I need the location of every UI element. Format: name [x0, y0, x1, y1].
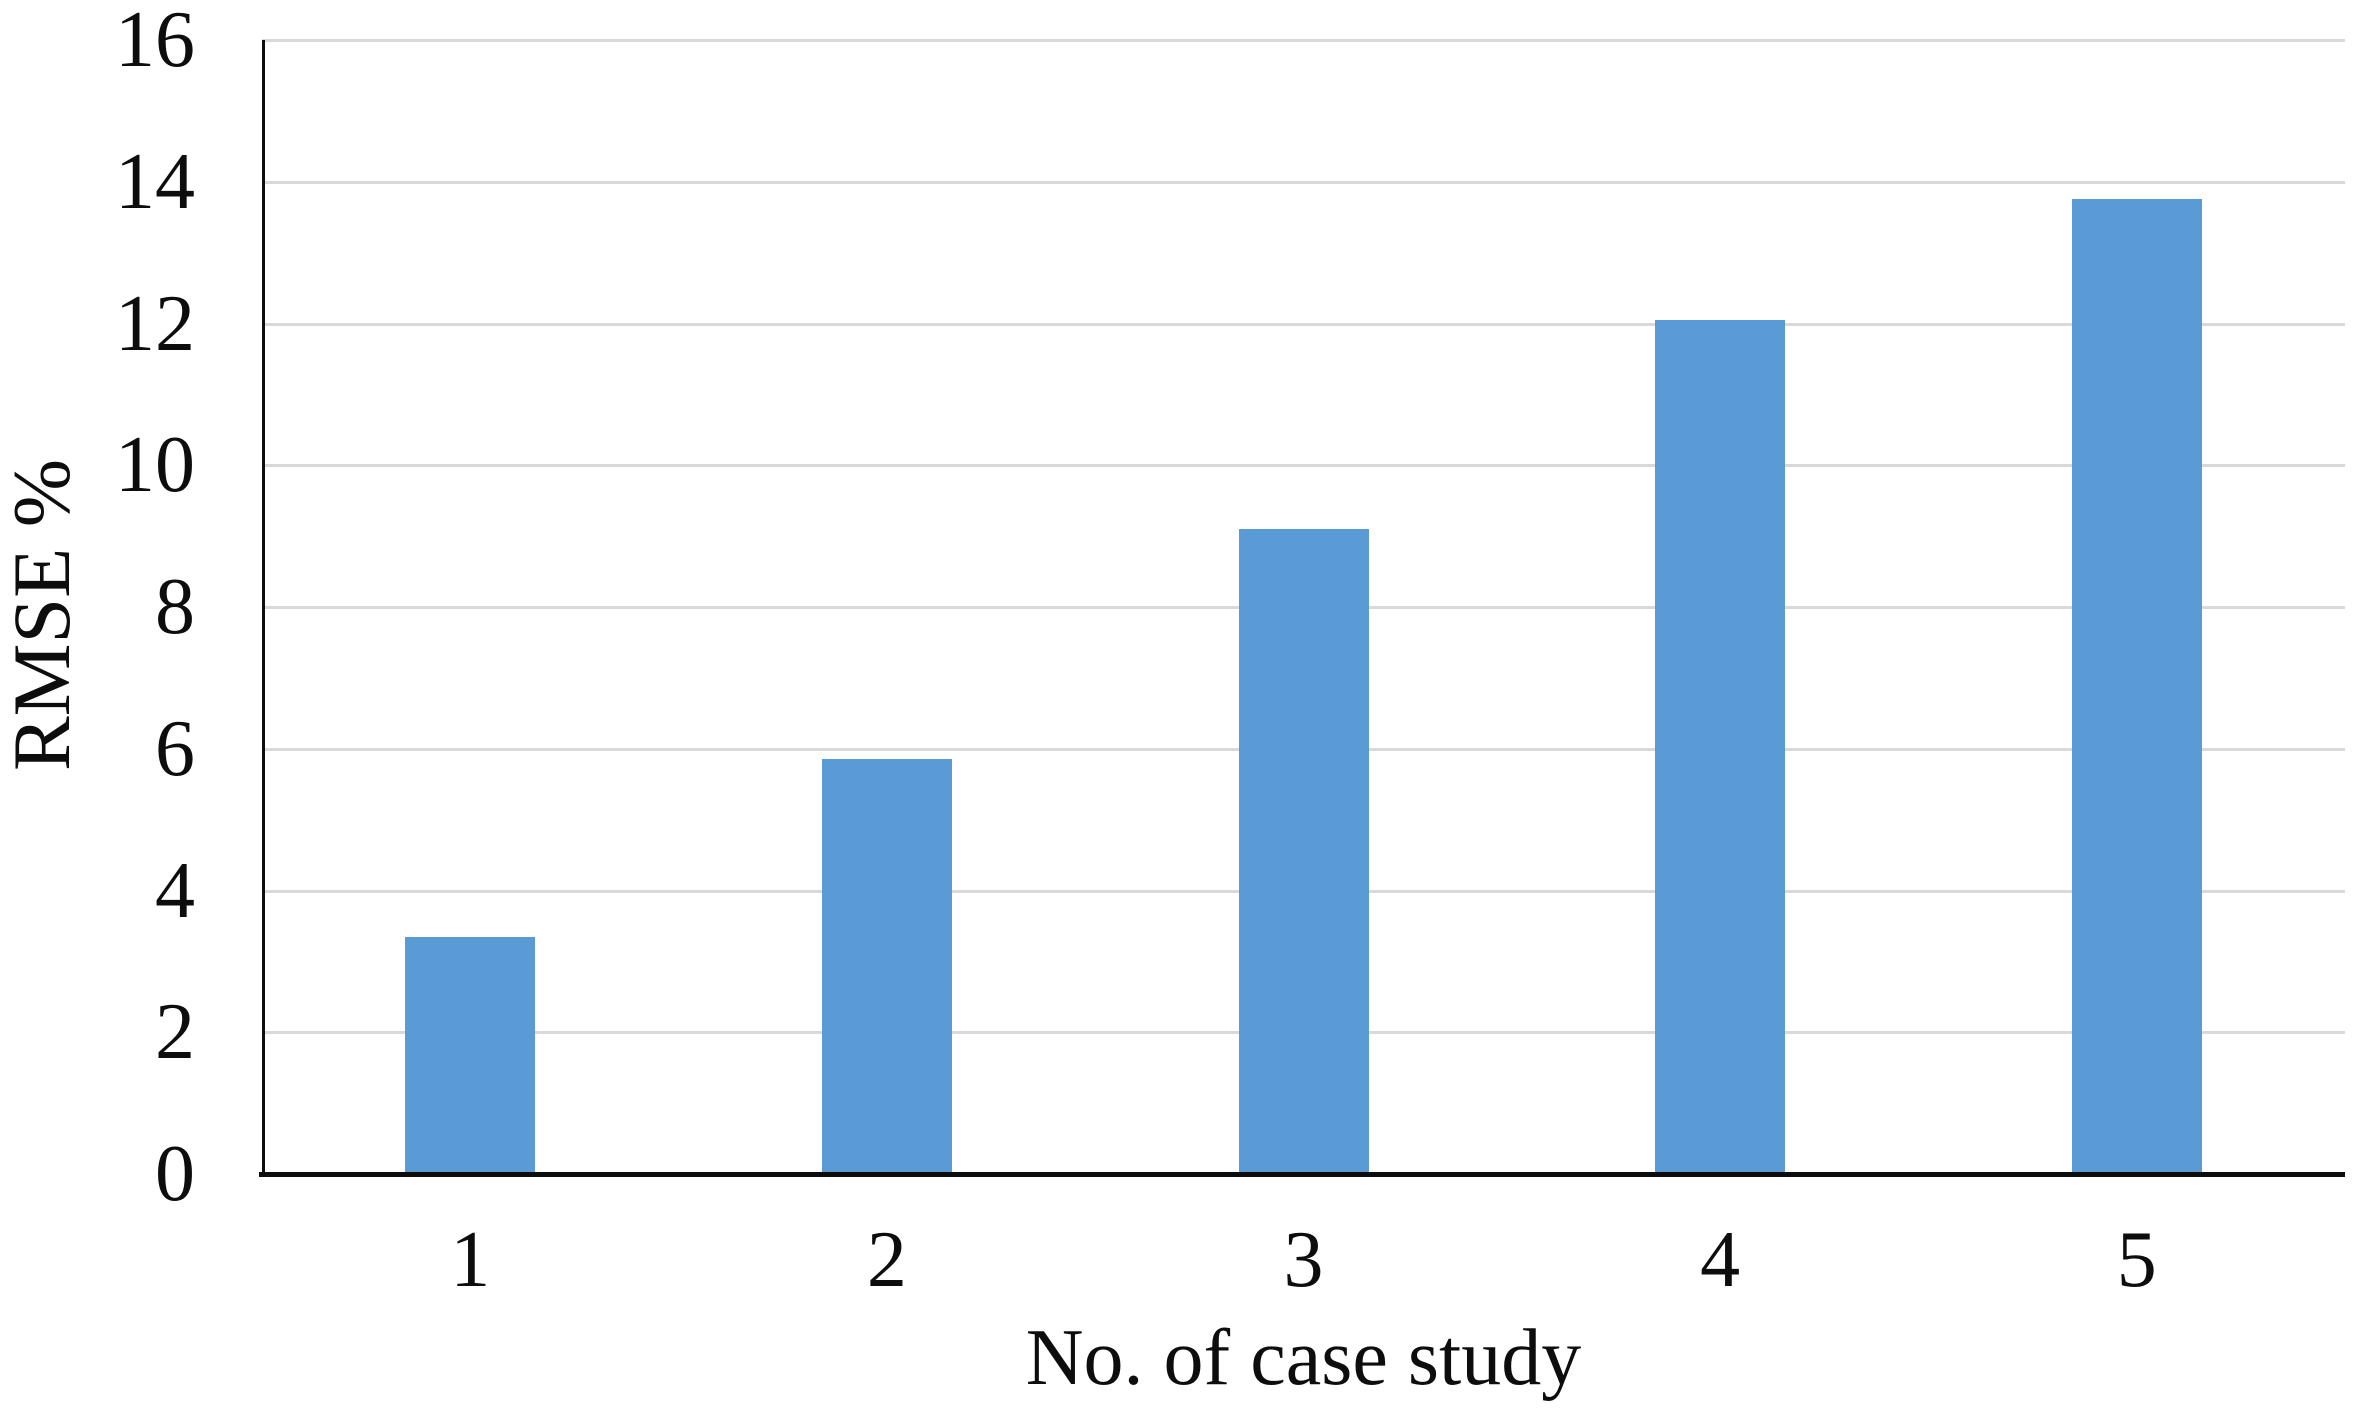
plot-area [262, 39, 2345, 1174]
y-tick-label: 10 [115, 421, 195, 510]
bar-case-2 [821, 759, 952, 1174]
bar-case-3 [1238, 529, 1369, 1174]
y-tick-label: 0 [155, 1130, 195, 1218]
gridline [262, 39, 2345, 42]
x-tick-label: 1 [450, 1216, 491, 1304]
y-tick-label: 14 [115, 137, 195, 226]
x-tick-label: 3 [1283, 1216, 1324, 1304]
x-tick-label: 5 [2116, 1216, 2157, 1304]
x-axis-title: No. of case study [1025, 1314, 1582, 1402]
gridline [262, 180, 2345, 184]
y-tick-label: 6 [155, 704, 195, 793]
bar-case-1 [405, 936, 536, 1174]
bar-case-5 [2071, 199, 2202, 1174]
gridline [262, 464, 2345, 468]
x-tick-label: 2 [866, 1216, 907, 1304]
y-tick-label: 16 [115, 0, 195, 84]
gridline [262, 322, 2345, 326]
y-tick-label: 12 [115, 279, 195, 368]
x-axis-line [259, 1172, 2345, 1177]
x-tick-label: 4 [1700, 1216, 1741, 1304]
y-tick-label: 4 [155, 846, 195, 935]
bar-case-4 [1655, 319, 1786, 1174]
y-tick-label: 2 [155, 988, 195, 1077]
y-tick-label: 8 [155, 563, 195, 651]
y-axis-line [262, 40, 265, 1177]
